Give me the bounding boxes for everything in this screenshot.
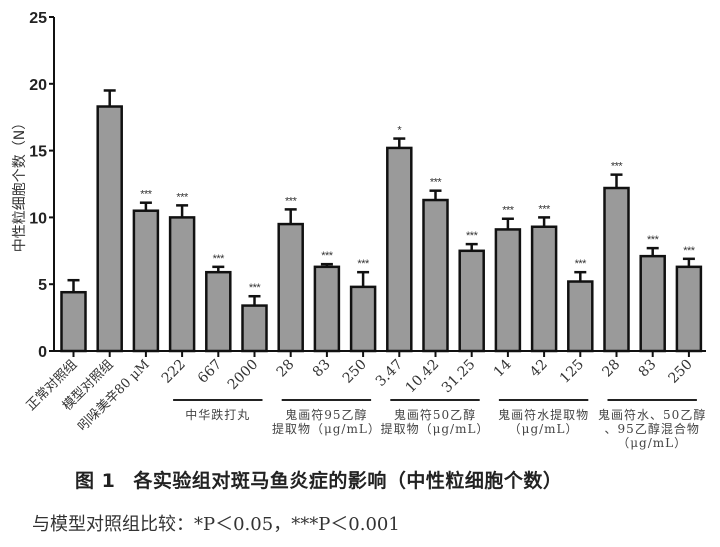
x-tick-label: 250 <box>666 357 696 387</box>
significance-marker: * <box>397 125 402 137</box>
significance-marker: *** <box>430 177 443 189</box>
x-tick-label: 28 <box>599 357 623 381</box>
bar <box>494 228 522 353</box>
significance-marker: *** <box>140 189 153 201</box>
group-label: 鬼画符50乙醇 <box>394 407 476 422</box>
significance-marker: *** <box>285 195 298 207</box>
significance-marker: *** <box>683 245 696 257</box>
y-tick-label: 0 <box>38 344 47 361</box>
bar-chart: 0 5 10 15 20 25 中性粒细胞个数（N） 正常对照组 模型对照组 *** 吲哚美辛80 … <box>12 10 706 450</box>
y-tick-label: 25 <box>29 10 47 27</box>
group-label: （μg/mL） <box>617 436 687 450</box>
figure-title: 各实验组对斑马鱼炎症的影响（中性粒细胞个数） <box>133 470 563 492</box>
y-tick-label: 20 <box>29 77 47 94</box>
chart-canvas: 0510152025中性粒细胞个数（N）正常对照组模型对照组***吲哚美辛80 … <box>12 10 706 450</box>
x-tick-label: 10.42 <box>403 357 443 397</box>
significance-marker: *** <box>575 258 588 270</box>
significance-marker: *** <box>213 253 226 265</box>
x-tick-label: 222 <box>159 357 189 387</box>
figure-number: 图 1 <box>75 470 116 492</box>
bar <box>168 216 196 353</box>
group-label: 鬼画符95乙醇 <box>285 407 367 422</box>
y-tick-label: 10 <box>29 210 47 227</box>
x-tick-label: 125 <box>557 357 587 387</box>
significance-marker: *** <box>176 191 189 203</box>
bar <box>530 225 558 353</box>
significance-marker: *** <box>538 203 551 215</box>
significance-marker: *** <box>647 234 660 246</box>
x-tick-label: 14 <box>491 356 515 380</box>
group-label: 提取物（μg/mL） <box>272 421 381 436</box>
bar <box>603 186 630 353</box>
bar <box>96 105 123 353</box>
bar <box>313 265 341 353</box>
significance-marker: *** <box>321 250 334 262</box>
group-label: 鬼画符水、50乙醇 <box>598 407 706 422</box>
group-label: 中华跌打丸 <box>185 407 250 422</box>
bar <box>567 280 594 353</box>
x-tick-label: 250 <box>340 357 370 387</box>
group-label: 提取物（μg/mL） <box>381 421 490 436</box>
bar <box>639 254 666 353</box>
bar <box>386 146 413 353</box>
significance-marker: *** <box>611 161 624 173</box>
x-tick-label: 42 <box>527 357 551 381</box>
group-label: 鬼画符水提取物 <box>498 407 589 422</box>
bar <box>349 285 377 353</box>
significance-marker: *** <box>466 230 479 242</box>
bar <box>675 265 703 353</box>
significance-marker: *** <box>357 258 370 270</box>
group-label: （μg/mL） <box>509 422 579 436</box>
bar <box>132 209 160 353</box>
x-tick-label: 667 <box>195 357 225 387</box>
x-tick-label: 28 <box>274 357 298 381</box>
bar <box>458 249 485 353</box>
bar <box>205 270 232 353</box>
significance-note: 与模型对照组比较：*P＜0.05，***P＜0.001 <box>32 514 400 535</box>
figure-caption: 图 1 各实验组对斑马鱼炎症的影响（中性粒细胞个数） <box>0 466 720 493</box>
bar <box>277 222 304 353</box>
bar <box>422 198 449 353</box>
bar <box>241 304 268 353</box>
significance-marker: *** <box>249 282 262 294</box>
x-tick-label: 2000 <box>225 357 262 394</box>
group-label: 、95乙醇混合物 <box>605 421 700 436</box>
y-tick-label: 15 <box>29 144 47 161</box>
y-tick-label: 5 <box>38 277 47 294</box>
y-axis-label: 中性粒细胞个数（N） <box>12 116 28 252</box>
significance-marker: *** <box>502 205 515 217</box>
x-tick-label: 3.47 <box>373 357 406 390</box>
x-tick-label: 83 <box>636 357 660 381</box>
bar <box>60 290 87 353</box>
x-tick-label: 83 <box>310 357 334 381</box>
x-tick-label: 31.25 <box>439 357 479 397</box>
